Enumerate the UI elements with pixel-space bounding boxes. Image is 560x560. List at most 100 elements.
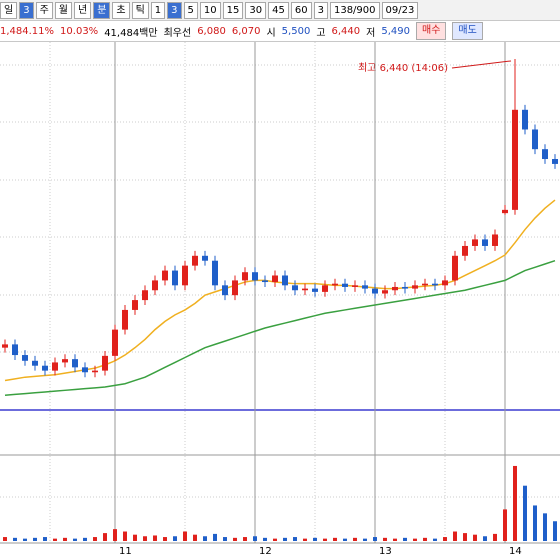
volume-bar [423,537,427,541]
volume-bar [413,538,417,541]
volume-bar [293,537,297,541]
volume-bar [223,537,227,541]
grid [0,42,560,543]
candle-body [182,265,188,286]
period-button[interactable]: 5 [183,1,198,19]
candle-body [292,285,298,291]
volume-bar [33,537,37,541]
candle-body [262,280,268,283]
quote-item: 1,484.11% [0,25,55,37]
candle-body [302,288,308,291]
candle-body [52,362,58,371]
volume-bar [273,538,277,541]
volume-bar [263,537,267,541]
volume-bar [53,538,57,541]
quote-item: 6,070 [231,25,261,37]
quote-item: 6,440 [331,25,361,37]
candle-body [432,283,438,286]
period-button[interactable]: 초 [112,1,130,19]
volume-bar [133,534,137,541]
volume-bar [353,537,357,541]
volume-bar [533,505,537,541]
period-button[interactable]: 3 [313,1,328,19]
volume-bar [313,537,317,541]
volume-bar [403,537,407,541]
candle-body [222,285,228,296]
candle-body [472,239,478,246]
date-field[interactable]: 09/23 [381,1,419,19]
candle-body [342,283,348,287]
volume-bar [93,537,97,541]
volume-bar [13,537,17,541]
candle-body [122,309,128,330]
candle-body [12,344,18,356]
period-button[interactable]: 10 [199,1,221,19]
x-tick-label: 14 [509,546,522,557]
annotation-arrow [451,60,512,69]
volume-bar [433,538,437,541]
volume-bar [193,534,197,541]
candle-body [422,283,428,286]
volume-bar [243,537,247,541]
volume-bar [493,533,497,541]
volume-bar [343,538,347,541]
candle-body [452,255,458,281]
candle-body [152,280,158,291]
candle-body [312,288,318,292]
candle-body [352,285,358,287]
period-button[interactable]: 주 [35,1,53,19]
candle-body [482,239,488,246]
candle-body [32,360,38,366]
period-button[interactable]: 월 [54,1,72,19]
candle-body [202,255,208,261]
volume-bar [123,531,127,541]
volume-bar [3,537,7,541]
x-tick-label: 12 [259,546,272,557]
volume-bar [213,533,217,541]
period-button[interactable]: 년 [73,1,92,19]
quote-item: 10.03% [60,25,99,37]
period-button[interactable]: 3 [19,1,34,19]
candle-body [162,270,168,281]
volume-bar [233,537,237,541]
volume-bar [103,533,107,541]
period-button[interactable]: 60 [290,1,312,19]
candle-body [2,344,8,348]
period-button[interactable]: 3 [167,1,182,19]
quote-item: 6,080 [197,25,226,37]
period-button[interactable]: 틱 [131,1,149,19]
quote-item: 5,500 [281,25,311,37]
period-button[interactable]: 1 [150,1,166,19]
period-button[interactable]: 30 [245,1,267,19]
annotation: 최고 6,440 (14:06) [358,62,448,74]
candle-body [22,355,28,361]
volume-bar [483,536,487,541]
candle-body [72,359,78,368]
candle-body [42,365,48,371]
moving-average [4,260,556,396]
candle-body [172,270,178,286]
period-button[interactable]: 15 [222,1,244,19]
candle-body [252,272,258,281]
period-button[interactable]: 일 [0,1,18,19]
volume-bar [373,537,377,541]
volume-bar [383,537,387,541]
candle-body [62,359,68,363]
volume-bar [473,534,477,541]
volume-bar [163,537,167,541]
period-button[interactable]: 45 [268,1,289,19]
period-button[interactable]: 분 [93,1,111,19]
candle-body [402,286,408,289]
volume-bar [523,485,527,541]
candle-body [372,288,378,294]
x-tick-label: 13 [379,546,392,557]
buy-button[interactable]: 매수 [416,22,447,40]
volume-bar [253,536,257,541]
volume-bar [333,537,337,541]
quote-item: 고 [316,27,326,39]
quote-item: 41,484백만 [104,27,158,39]
sell-button[interactable]: 매도 [452,22,483,40]
candle-body [192,255,198,266]
volume-bar [463,533,467,541]
